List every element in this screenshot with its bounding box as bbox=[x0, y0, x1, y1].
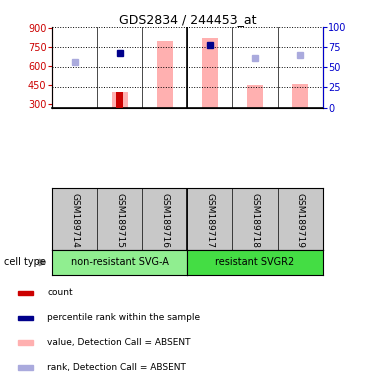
Bar bbox=[18, 366, 33, 371]
Text: GSM189716: GSM189716 bbox=[160, 193, 169, 248]
Text: GSM189718: GSM189718 bbox=[250, 193, 260, 248]
Bar bbox=[202, 38, 218, 108]
Bar bbox=[18, 291, 33, 296]
Bar bbox=[157, 41, 173, 108]
Text: value, Detection Call = ABSENT: value, Detection Call = ABSENT bbox=[47, 338, 191, 347]
Bar bbox=[18, 316, 33, 321]
Text: GSM189715: GSM189715 bbox=[115, 193, 124, 248]
Text: percentile rank within the sample: percentile rank within the sample bbox=[47, 313, 200, 322]
Text: GSM189714: GSM189714 bbox=[70, 193, 79, 248]
Text: resistant SVGR2: resistant SVGR2 bbox=[216, 257, 295, 268]
Bar bbox=[116, 93, 123, 108]
Text: non-resistant SVG-A: non-resistant SVG-A bbox=[71, 257, 168, 268]
Title: GDS2834 / 244453_at: GDS2834 / 244453_at bbox=[119, 13, 256, 26]
Bar bbox=[247, 85, 263, 108]
Bar bbox=[112, 93, 128, 108]
Text: cell type: cell type bbox=[4, 257, 46, 268]
Text: GSM189719: GSM189719 bbox=[296, 193, 305, 248]
Text: count: count bbox=[47, 288, 73, 297]
Bar bbox=[292, 84, 308, 108]
Text: GSM189717: GSM189717 bbox=[206, 193, 214, 248]
Text: rank, Detection Call = ABSENT: rank, Detection Call = ABSENT bbox=[47, 363, 186, 372]
Bar bbox=[18, 341, 33, 346]
